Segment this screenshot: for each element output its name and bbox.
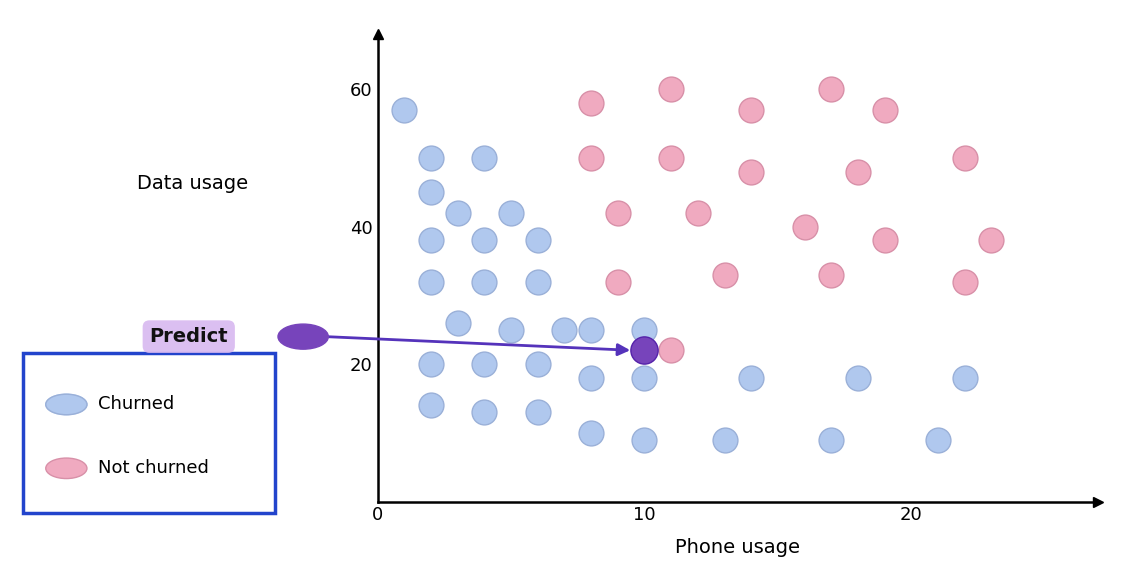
Point [849,373,867,382]
Point [502,325,521,335]
Point [529,360,547,369]
Point [502,209,521,218]
Point [395,105,413,115]
Text: Churned: Churned [98,396,175,413]
Point [849,167,867,176]
Point [475,360,493,369]
Point [609,277,627,286]
Point [955,153,974,162]
Point [823,270,841,279]
Point [635,435,653,444]
Point [955,277,974,286]
Point [689,209,707,218]
Point [448,318,467,327]
Point [742,167,761,176]
Point [823,84,841,93]
Point [662,153,681,162]
Point [955,373,974,382]
Text: Not churned: Not churned [98,459,209,477]
Point [475,236,493,245]
Point [875,236,893,245]
X-axis label: Phone usage: Phone usage [675,538,801,557]
Point [875,105,893,115]
Point [448,209,467,218]
Point [529,277,547,286]
Point [555,325,573,335]
Point [983,236,1001,245]
Point [582,153,601,162]
Point [582,373,601,382]
Point [715,270,733,279]
Point [582,428,601,437]
Point [475,153,493,162]
Point [635,325,653,335]
Point [475,277,493,286]
Point [422,188,440,197]
Point [635,346,653,355]
Point [422,236,440,245]
Point [795,222,813,231]
Point [422,401,440,410]
Point [609,209,627,218]
Point [582,99,601,108]
Point [742,105,761,115]
Point [662,84,681,93]
Point [422,153,440,162]
Text: Data usage: Data usage [136,174,248,193]
Point [823,435,841,444]
Point [422,360,440,369]
Point [715,435,733,444]
Point [635,373,653,382]
Point [582,325,601,335]
Text: Predict: Predict [150,327,228,346]
Point [529,408,547,417]
Point [529,236,547,245]
Point [742,373,761,382]
Point [662,346,681,355]
Point [422,277,440,286]
Point [475,408,493,417]
Point [929,435,947,444]
